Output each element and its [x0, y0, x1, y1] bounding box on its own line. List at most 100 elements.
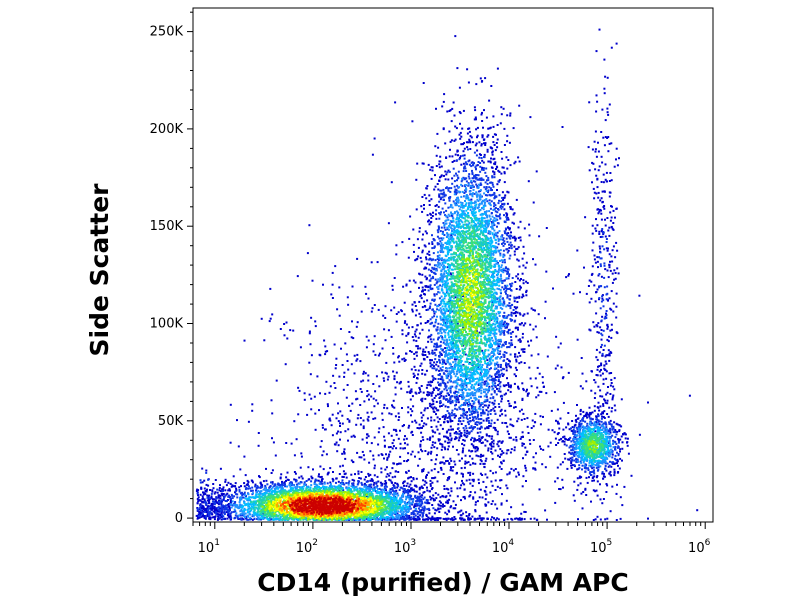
data-point [411, 420, 414, 423]
data-point [448, 196, 450, 199]
data-point [613, 165, 616, 168]
data-point [606, 484, 609, 487]
data-point [463, 439, 466, 442]
data-point [493, 399, 496, 402]
data-point [341, 364, 344, 366]
data-point [502, 249, 505, 252]
data-point [429, 380, 432, 383]
data-point [429, 495, 432, 498]
data-point [413, 513, 416, 516]
data-point [200, 507, 203, 509]
data-point [391, 487, 394, 490]
data-point [404, 435, 406, 438]
data-point [480, 442, 483, 444]
data-point [513, 222, 515, 225]
data-point [477, 421, 480, 424]
data-point [197, 500, 200, 503]
data-point [397, 355, 400, 358]
data-point [579, 482, 582, 485]
data-point [606, 76, 609, 79]
data-point [501, 440, 504, 443]
data-point [510, 231, 512, 234]
data-point [448, 170, 451, 173]
data-point [583, 467, 586, 470]
data-point [492, 115, 495, 118]
data-point [603, 417, 606, 419]
data-point [293, 478, 296, 481]
data-point [616, 483, 618, 486]
data-point [289, 329, 292, 332]
data-point [411, 410, 414, 413]
data-point [457, 511, 460, 514]
data-point [381, 347, 384, 350]
data-point [239, 517, 242, 520]
data-point [206, 507, 209, 510]
data-point [509, 164, 512, 167]
data-point [508, 346, 511, 349]
data-point [488, 422, 491, 424]
data-point [499, 217, 502, 220]
data-point [517, 518, 520, 520]
data-point [507, 389, 510, 392]
data-point [455, 191, 458, 194]
data-point [601, 372, 604, 375]
data-point [395, 313, 398, 315]
data-point [484, 427, 487, 430]
data-point [242, 518, 245, 521]
data-point [506, 346, 509, 349]
data-point [468, 455, 471, 458]
data-point [604, 119, 607, 122]
data-point [455, 189, 457, 192]
data-point [420, 297, 423, 300]
data-point [423, 244, 426, 247]
data-point [261, 485, 264, 488]
data-point [361, 438, 364, 441]
data-point [427, 451, 430, 454]
data-point [285, 476, 288, 479]
data-point [508, 275, 511, 278]
data-point [397, 419, 400, 421]
data-point [461, 479, 463, 482]
data-point [613, 421, 616, 424]
data-point [372, 343, 375, 346]
data-point [398, 489, 401, 491]
data-point [485, 175, 488, 178]
data-point [481, 136, 484, 139]
data-point [205, 501, 207, 504]
data-point [494, 412, 497, 415]
data-point [459, 155, 462, 158]
data-point [483, 400, 486, 403]
data-point [609, 329, 612, 332]
data-point [484, 490, 487, 493]
data-point [463, 147, 466, 150]
data-point [502, 279, 505, 282]
data-point [504, 227, 507, 230]
data-point [395, 371, 398, 374]
data-point [298, 389, 301, 392]
data-point [410, 498, 413, 501]
data-point [617, 464, 619, 467]
data-point [347, 368, 350, 371]
data-point [506, 271, 509, 274]
data-point [532, 467, 535, 470]
data-point [471, 413, 473, 416]
data-point [383, 518, 386, 521]
data-point [493, 421, 496, 424]
data-point [615, 158, 617, 161]
data-point [378, 427, 381, 430]
data-point [474, 166, 477, 169]
data-point [612, 310, 615, 313]
data-point [604, 218, 606, 221]
data-point [438, 163, 441, 166]
data-point [303, 392, 306, 395]
data-point [297, 386, 300, 389]
data-point [467, 182, 470, 185]
data-point [392, 445, 395, 448]
data-point [443, 193, 446, 196]
data-point [380, 467, 383, 470]
data-point [605, 491, 608, 493]
data-point [447, 189, 450, 192]
data-point [435, 400, 438, 403]
data-point [357, 480, 360, 482]
data-point [496, 235, 499, 238]
